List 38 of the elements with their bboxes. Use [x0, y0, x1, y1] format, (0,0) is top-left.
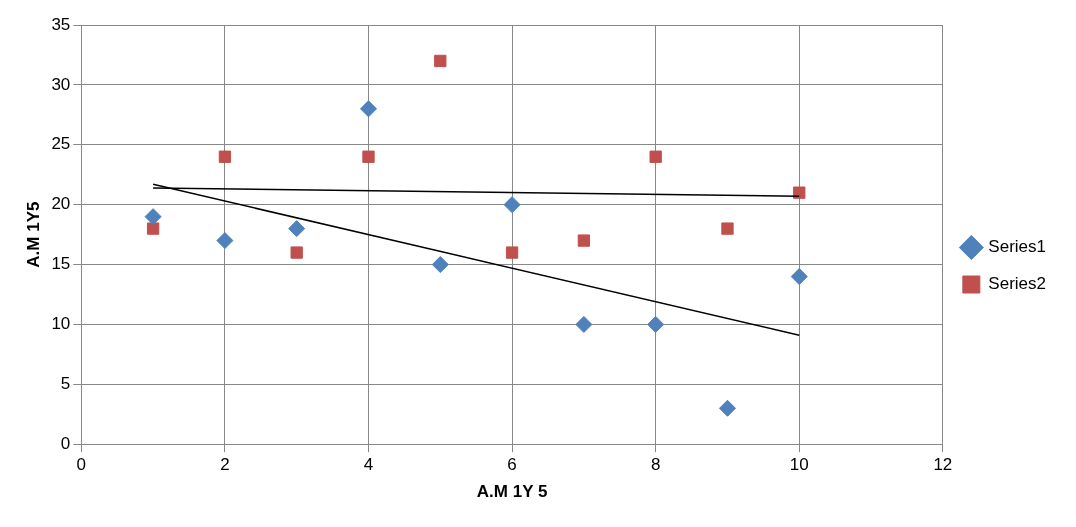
point — [649, 150, 662, 163]
legend-label: Series2 — [988, 274, 1046, 294]
legend-label: Series1 — [988, 237, 1046, 257]
point — [503, 196, 521, 214]
x-axis-title: A.M 1Y 5 — [476, 482, 548, 502]
y-axis-title: A.M 1Y5 — [23, 201, 43, 268]
point — [288, 220, 306, 238]
y-tick-label: 0 — [60, 433, 71, 453]
point — [359, 100, 377, 118]
y-tick-label: 15 — [51, 254, 71, 274]
point — [218, 150, 232, 163]
point — [146, 222, 160, 235]
point — [647, 315, 665, 333]
point — [577, 234, 591, 247]
x-tick-label: 10 — [789, 455, 809, 475]
point — [431, 256, 449, 274]
point — [505, 246, 519, 259]
point — [718, 399, 736, 417]
point — [575, 315, 593, 333]
point — [216, 232, 234, 250]
y-tick-label: 25 — [51, 134, 71, 154]
x-tick-label: 8 — [650, 455, 661, 475]
x-tick-label: 12 — [933, 455, 953, 475]
x-tick-label: 2 — [220, 455, 230, 475]
point — [790, 268, 808, 286]
y-tick-label: 5 — [60, 374, 71, 393]
y-tick-label: 10 — [51, 314, 71, 334]
point — [721, 222, 734, 235]
y-tick-label: 35 — [51, 14, 71, 34]
point — [362, 150, 375, 163]
point — [144, 208, 162, 226]
x-tick-label: 0 — [76, 455, 87, 475]
x-tick-label: 4 — [363, 455, 374, 475]
y-tick-label: 20 — [51, 194, 71, 214]
point — [290, 246, 303, 259]
x-tick-label: 6 — [507, 455, 517, 475]
y-tick-label: 30 — [51, 74, 71, 94]
point — [434, 54, 447, 68]
